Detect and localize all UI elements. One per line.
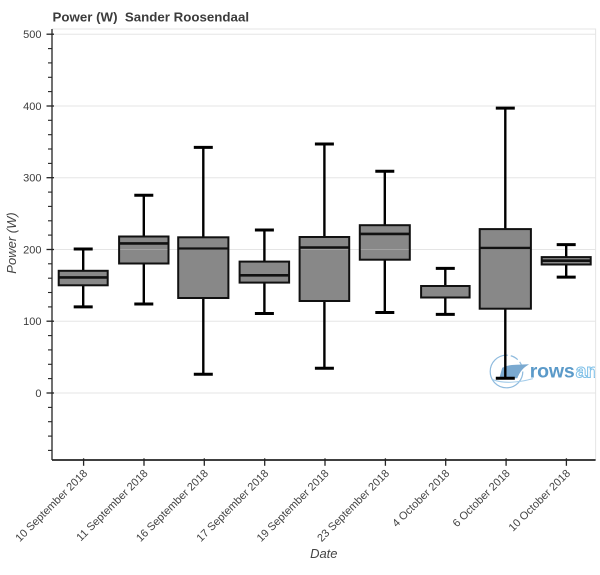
svg-text:100: 100	[23, 316, 41, 328]
svg-text:rows: rows	[530, 360, 575, 382]
svg-text:500: 500	[23, 29, 41, 41]
svg-text:Power (W): Power (W)	[4, 212, 19, 273]
svg-text:200: 200	[23, 244, 41, 256]
svg-text:Power (W) Sander Roosendaal: Power (W) Sander Roosendaal	[53, 10, 250, 25]
svg-text:an: an	[576, 360, 598, 382]
svg-text:0: 0	[35, 388, 41, 400]
svg-text:300: 300	[23, 173, 41, 185]
svg-text:Date: Date	[310, 546, 337, 561]
svg-text:400: 400	[23, 101, 41, 113]
